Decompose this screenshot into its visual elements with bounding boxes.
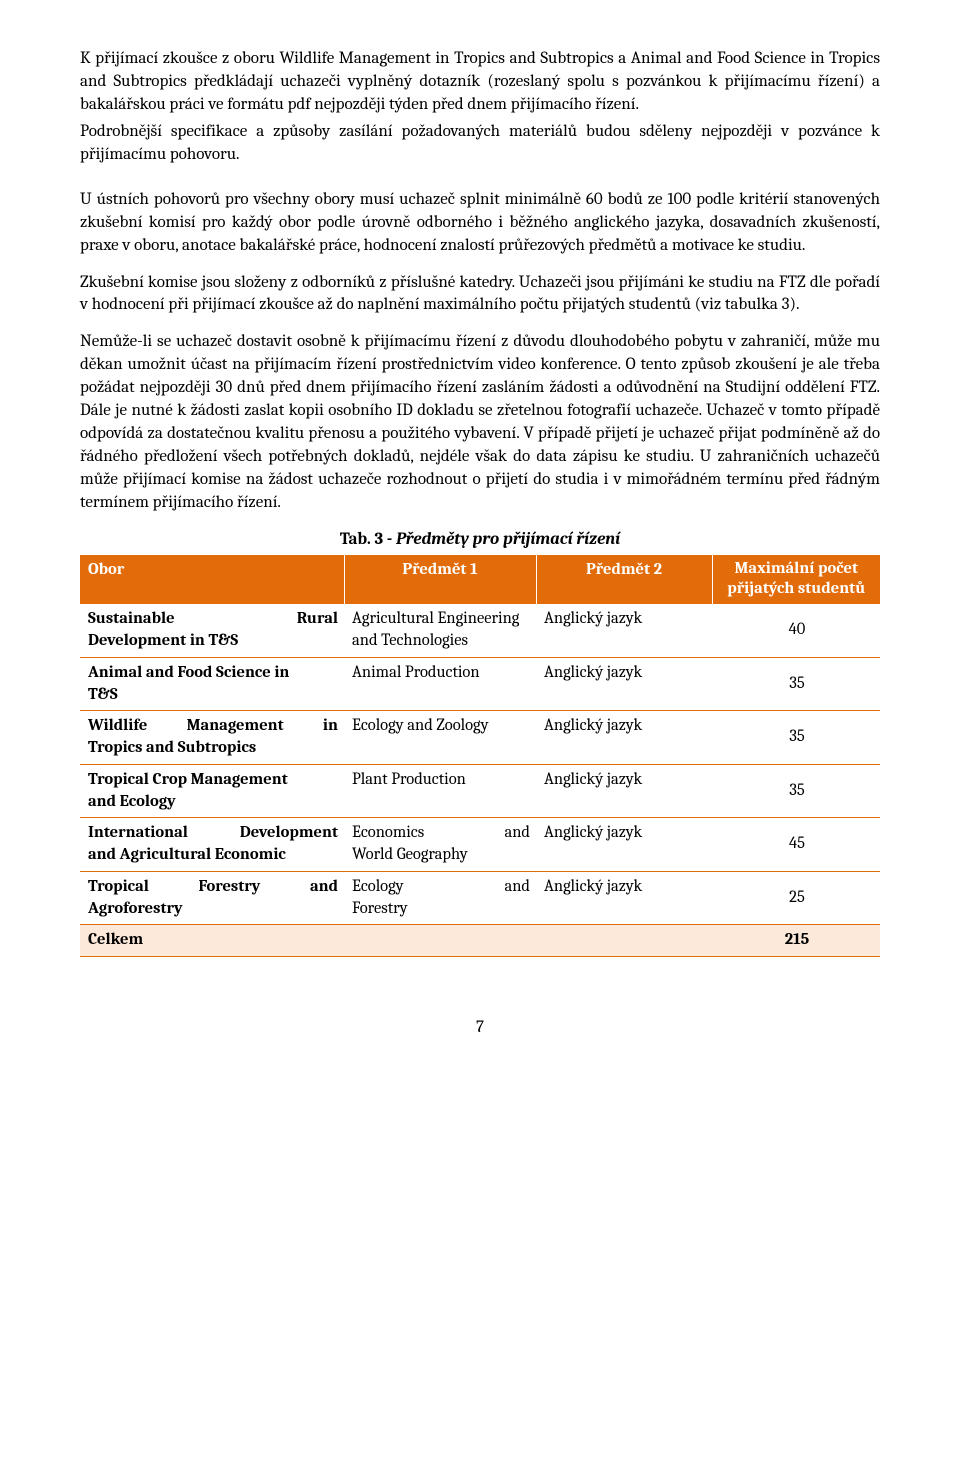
table-row: International Development and Agricultura…	[80, 818, 880, 872]
table-row: TropicalForestryand Agroforestry Ecology…	[80, 871, 880, 925]
max-text: 40	[712, 604, 880, 657]
obor-text: Forestry	[198, 876, 260, 898]
table-row: Sustainable Rural Development in T&S Agri…	[80, 604, 880, 657]
predmet2-text: Anglický jazyk	[536, 871, 712, 925]
predmet2-text: Anglický jazyk	[536, 711, 712, 765]
obor-text: Wildlife	[88, 715, 147, 737]
predmet1-text: Forestry	[352, 898, 530, 920]
obor-text: Sustainable	[88, 608, 175, 630]
subjects-table: Obor Předmět 1 Předmět 2 Maximální počet…	[80, 555, 880, 957]
predmet1-text: Plant Production	[344, 764, 536, 818]
total-label: Celkem	[80, 925, 344, 956]
obor-text: Tropics and Subtropics	[88, 737, 338, 759]
obor-text: Management	[187, 715, 284, 737]
max-text: 25	[712, 871, 880, 925]
paragraph-1: K přijímací zkoušce z oboru Wildlife Man…	[80, 48, 880, 117]
predmet1-text: and	[504, 822, 530, 844]
total-value: 215	[712, 925, 880, 956]
paragraph-3: U ústních pohovorů pro všechny obory mus…	[80, 189, 880, 258]
predmet2-text: Anglický jazyk	[536, 764, 712, 818]
max-text: 35	[712, 657, 880, 711]
predmet1-text: World Geography	[352, 844, 530, 866]
obor-text: Agroforestry	[88, 898, 338, 920]
obor-text: in	[323, 715, 338, 737]
obor-text: Rural	[297, 608, 338, 630]
max-text: 35	[712, 711, 880, 765]
th-predmet2: Předmět 2	[536, 555, 712, 604]
predmet1-text: Economics	[352, 822, 424, 844]
page-number: 7	[80, 1017, 880, 1040]
th-max: Maximální počet přijatých studentů	[712, 555, 880, 604]
predmet1-text: and	[504, 876, 530, 898]
predmet2-text: Anglický jazyk	[536, 657, 712, 711]
obor-text: International	[88, 822, 188, 844]
predmet2-text: Anglický jazyk	[536, 604, 712, 657]
max-text: 35	[712, 764, 880, 818]
predmet1-text: Ecology and Zoology	[344, 711, 536, 765]
table-header-row: Obor Předmět 1 Předmět 2 Maximální počet…	[80, 555, 880, 604]
max-text: 45	[712, 818, 880, 872]
predmet1-text: Ecology	[352, 876, 404, 898]
predmet1-text: Animal Production	[344, 657, 536, 711]
obor-text: and Agricultural Economic	[88, 844, 338, 866]
obor-text: Tropical Crop Management	[88, 769, 338, 791]
table-row: Animal and Food Science in T&S Animal Pr…	[80, 657, 880, 711]
obor-text: T&S	[88, 684, 338, 706]
table-row: Tropical Crop Management and Ecology Pla…	[80, 764, 880, 818]
obor-text: Animal and Food Science in	[88, 662, 338, 684]
paragraph-2: Podrobnější specifikace a způsoby zasílá…	[80, 121, 880, 167]
obor-text: Development in T&S	[88, 630, 338, 652]
predmet2-text: Anglický jazyk	[536, 818, 712, 872]
table-row: Wildlife Management in Tropics and Subtrop…	[80, 711, 880, 765]
caption-italic: Předměty pro přijímací řízení	[396, 530, 620, 549]
paragraph-5: Nemůže-li se uchazeč dostavit osobně k p…	[80, 331, 880, 515]
obor-text: Development	[240, 822, 338, 844]
obor-text: Tropical	[88, 876, 149, 898]
table-total-row: Celkem 215	[80, 925, 880, 956]
th-obor: Obor	[80, 555, 344, 604]
paragraph-4: Zkušební komise jsou složeny z odborníků…	[80, 272, 880, 318]
obor-text: and	[310, 876, 338, 898]
obor-text: and Ecology	[88, 791, 338, 813]
predmet1-text: Agricultural Engineering and Technologie…	[344, 604, 536, 657]
th-predmet1: Předmět 1	[344, 555, 536, 604]
caption-prefix: Tab. 3 -	[340, 530, 396, 549]
table-caption: Tab. 3 - Předměty pro přijímací řízení	[80, 529, 880, 552]
